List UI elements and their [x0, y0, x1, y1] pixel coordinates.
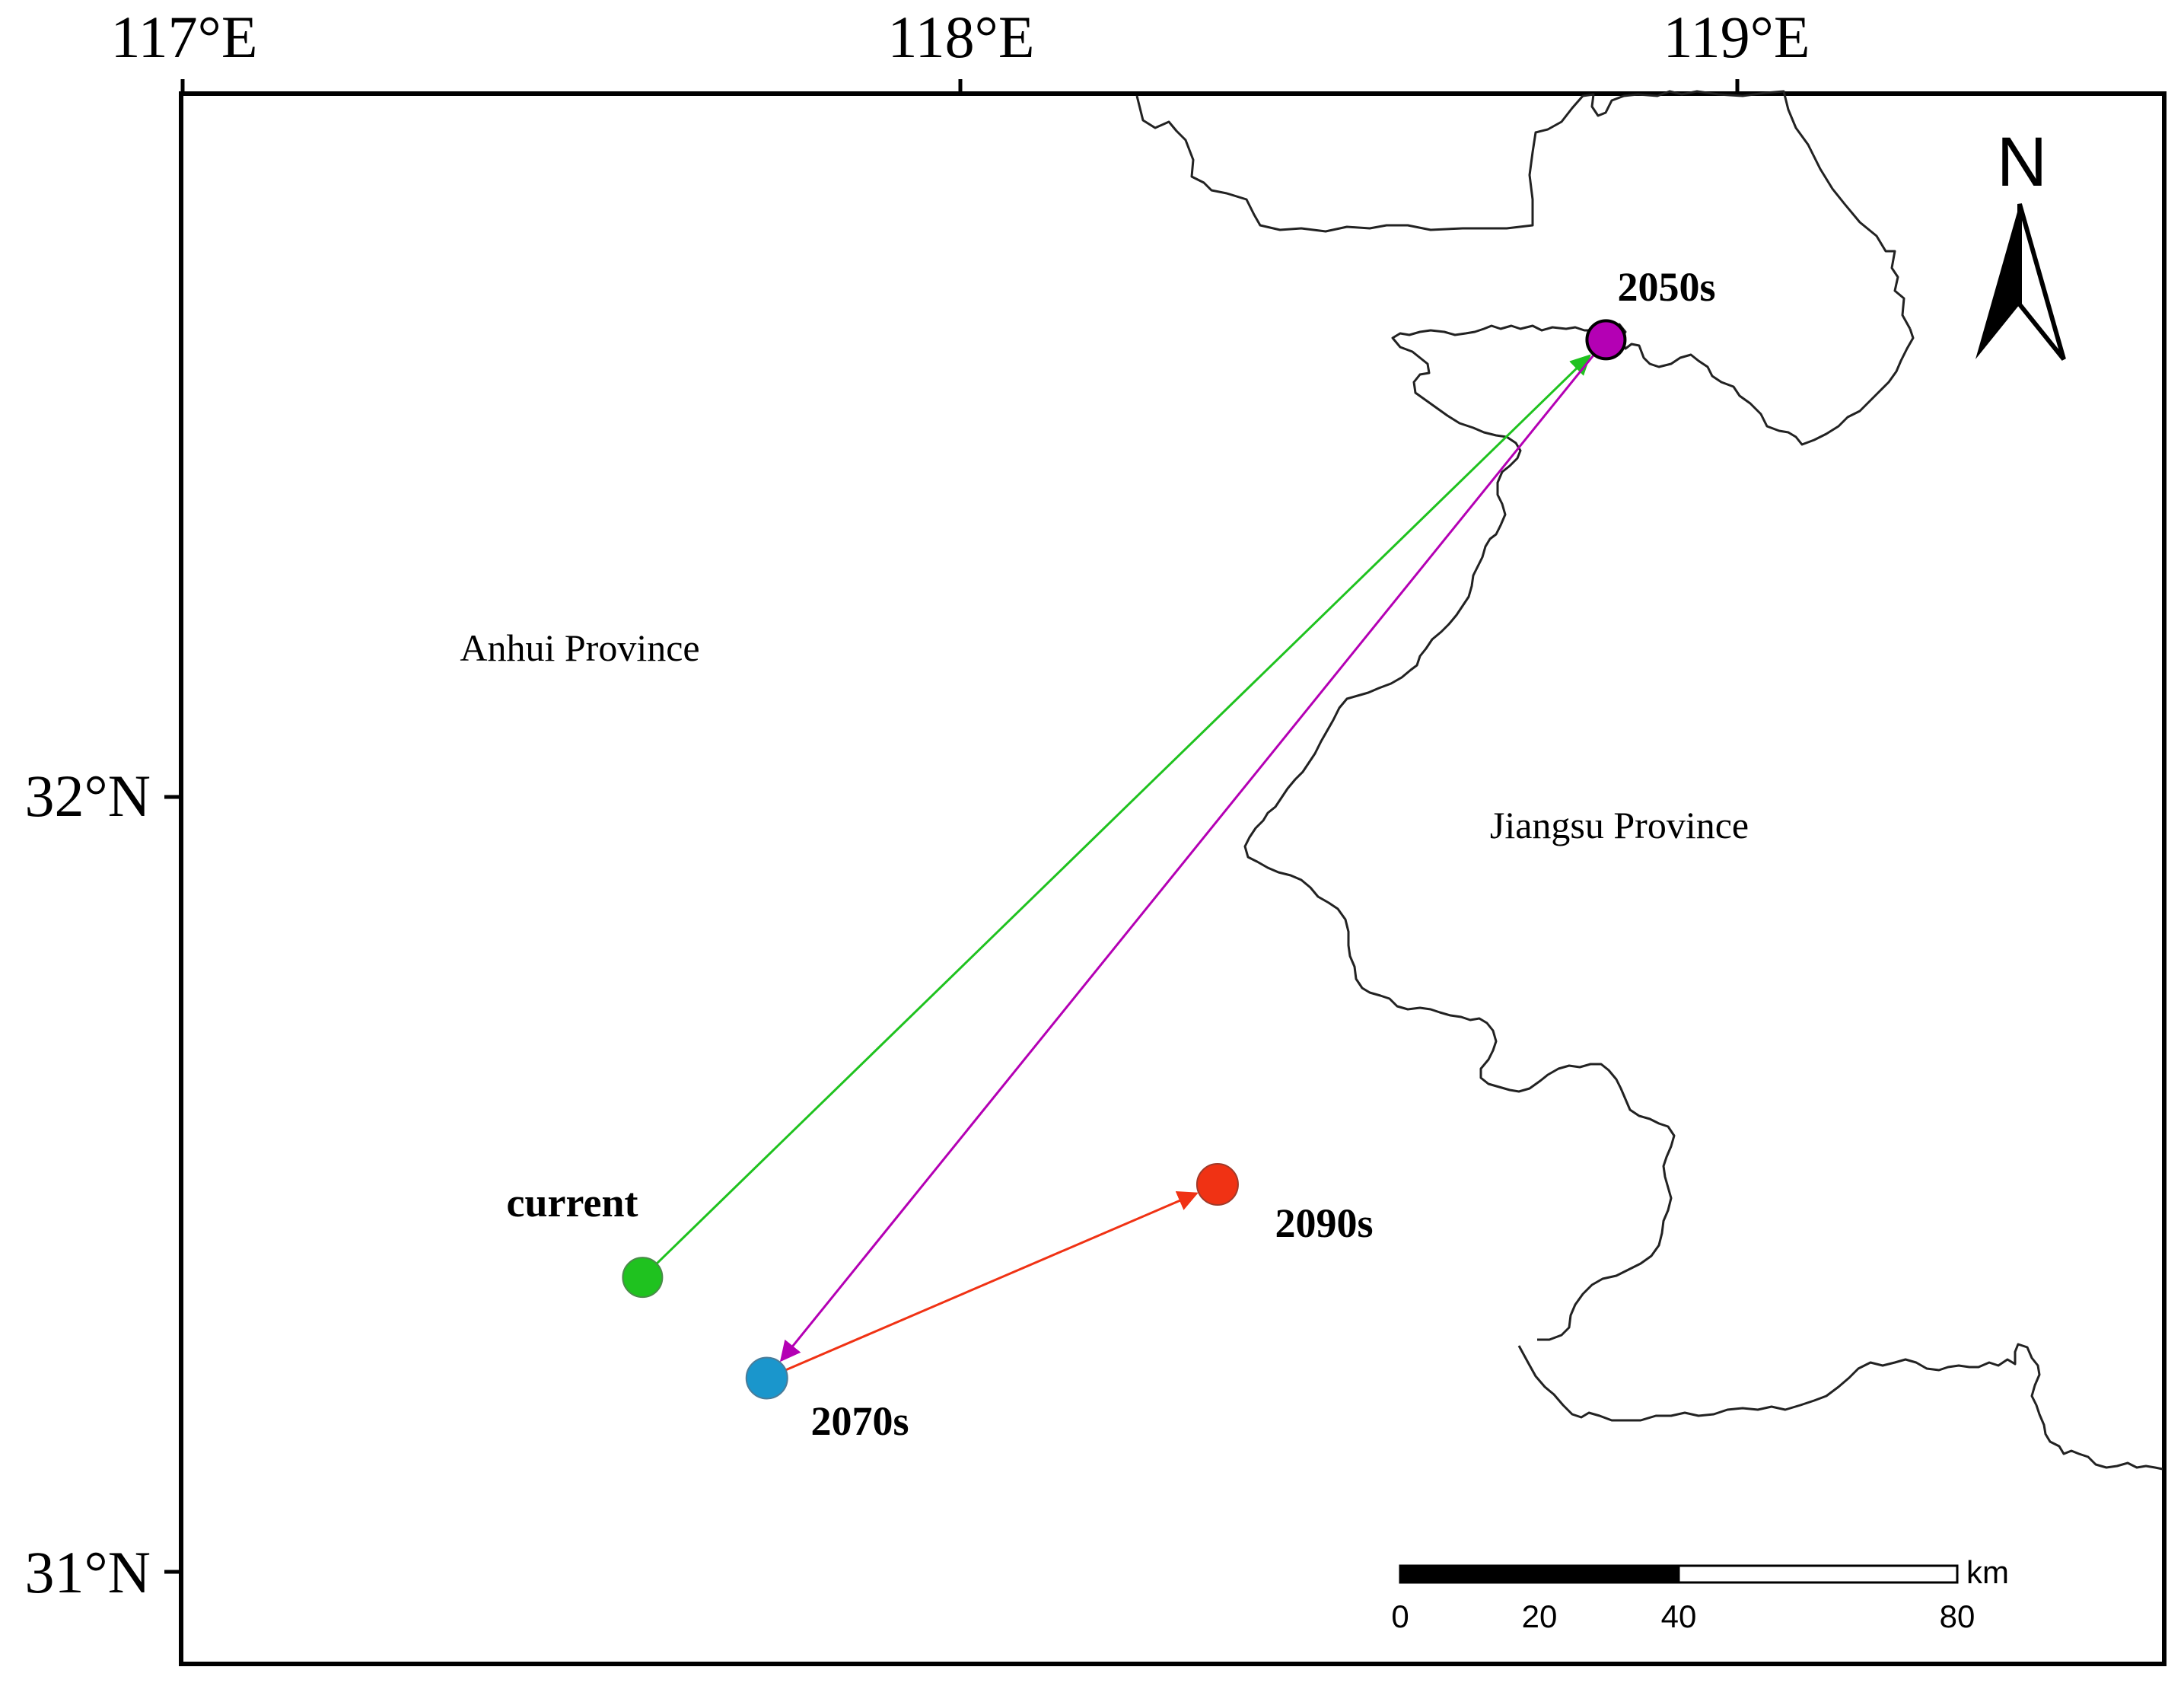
lon-label-118: 118°E	[888, 4, 1035, 70]
label-current: current	[507, 1180, 638, 1225]
point-current	[622, 1257, 664, 1299]
scale-tick-0: 0	[1391, 1598, 1409, 1634]
lon-label-117: 117°E	[111, 4, 258, 70]
anhui-province-label: Anhui Province	[460, 626, 699, 669]
scale-bar: km 0 20 40 80	[1391, 1554, 2009, 1634]
scale-unit-label: km	[1966, 1554, 2009, 1590]
label-2070s: 2070s	[810, 1398, 909, 1444]
shift-arrow-2050s-to-2070s	[779, 347, 1600, 1363]
centroid-points	[622, 319, 1627, 1400]
graticule-ticks	[164, 79, 1740, 1574]
point-2050s	[1585, 319, 1627, 361]
north-label: N	[1997, 123, 2047, 201]
scale-tick-20: 20	[1522, 1598, 1558, 1634]
point-2090s	[1195, 1163, 1239, 1206]
northern-border	[1135, 90, 1912, 330]
north-arrow-icon: N	[1975, 123, 2066, 361]
shift-arrow-2070s-to-2090s	[776, 1191, 1199, 1375]
label-2050s: 2050s	[1617, 264, 1715, 310]
scale-tick-80: 80	[1940, 1598, 1975, 1634]
north-arrow-right-half	[2017, 203, 2066, 361]
jiangsu-province-label: Jiangsu Province	[1490, 804, 1749, 846]
southern-border	[1517, 1343, 2163, 1471]
scale-bar-segment-0-40	[1399, 1564, 1680, 1584]
lon-label-119: 119°E	[1663, 4, 1810, 70]
scale-tick-40: 40	[1661, 1598, 1697, 1634]
label-2090s: 2090s	[1275, 1200, 1373, 1246]
centroid-shift-arrows	[649, 347, 1600, 1375]
lat-label-31: 31°N	[24, 1539, 151, 1605]
scale-bar-segment-40-80	[1677, 1564, 1959, 1584]
north-arrow-left-half	[1975, 204, 2020, 359]
map-frame	[179, 91, 2166, 1666]
point-2070s	[745, 1356, 788, 1400]
shift-arrow-current-to-2050s	[649, 354, 1591, 1271]
lat-label-32: 32°N	[24, 763, 151, 829]
